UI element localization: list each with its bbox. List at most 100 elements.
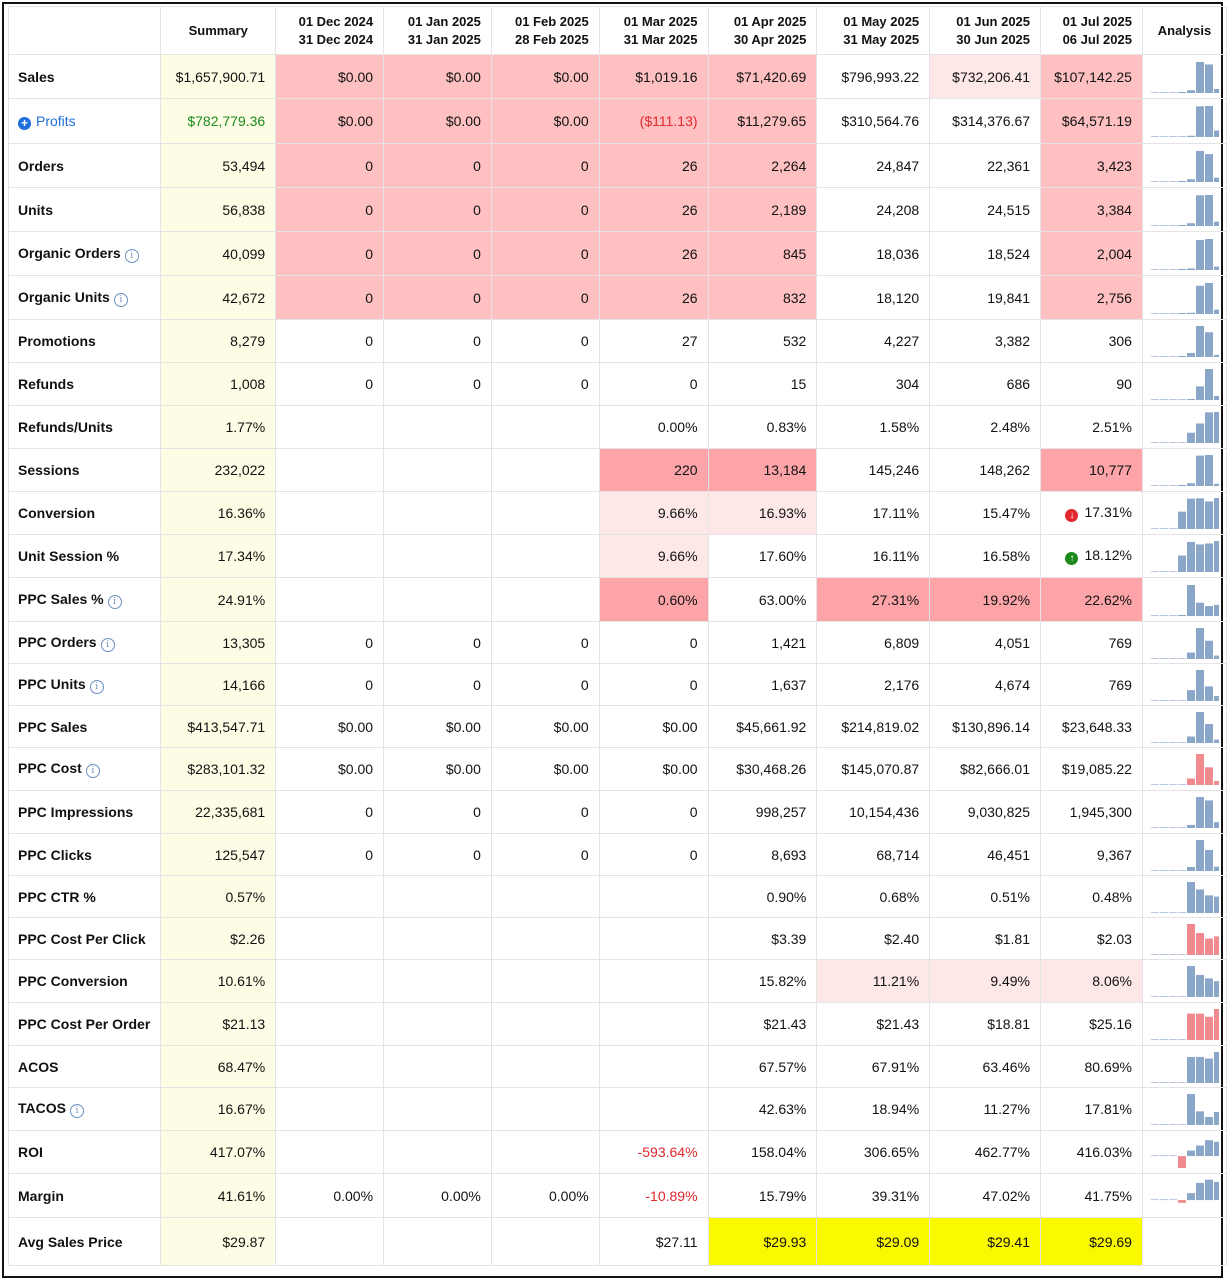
sparkline-chart[interactable]: [1147, 964, 1219, 998]
sparkline-chart[interactable]: [1147, 193, 1219, 227]
sparkline-chart[interactable]: [1147, 281, 1219, 315]
sparkline-chart[interactable]: [1147, 583, 1219, 617]
period-header-4[interactable]: 01 Apr 2025 30 Apr 2025: [707, 6, 818, 55]
summary-cell: 17.34%: [160, 534, 277, 578]
period-header-1[interactable]: 01 Jan 2025 31 Jan 2025: [383, 6, 492, 55]
value-cell: 16.58%: [929, 534, 1042, 578]
row-label[interactable]: + Profits: [7, 98, 162, 144]
value-text: 158.04%: [751, 1144, 807, 1160]
sparkline-chart[interactable]: [1147, 367, 1219, 401]
period-header-6[interactable]: 01 Jun 2025 30 Jun 2025: [929, 6, 1042, 55]
value-text: 0: [580, 804, 589, 820]
spark-bar: [1213, 88, 1219, 93]
row-label-text: ACOS: [18, 1058, 59, 1075]
summary-cell: $283,101.32: [160, 747, 277, 791]
period-header-3[interactable]: 01 Mar 2025 31 Mar 2025: [598, 6, 709, 55]
value-text: $29.09: [876, 1233, 920, 1250]
value-text: 0: [689, 804, 698, 820]
spark-bar: [1204, 63, 1213, 93]
row-label-text: PPC Impressions: [18, 804, 134, 820]
value-cell: [275, 534, 385, 578]
value-text: 0: [689, 676, 698, 693]
value-text: 1,637: [771, 676, 807, 693]
value-text: $25.16: [1089, 1016, 1132, 1032]
table-row-avg-sales-price: Avg Sales Price $29.87 $27.11 $29.93 $29.09 $…: [7, 1217, 1227, 1266]
sparkline-chart[interactable]: [1147, 410, 1219, 444]
sparkline-chart[interactable]: [1147, 453, 1219, 487]
value-text: 0: [689, 846, 698, 863]
value-cell: 1.58%: [816, 405, 931, 449]
summary-header[interactable]: Summary: [160, 6, 277, 55]
spark-bar: [1213, 177, 1219, 182]
spark-bar: [1186, 483, 1195, 486]
label-header: [7, 6, 162, 55]
sparkline-chart[interactable]: [1147, 922, 1219, 956]
value-text: 0.00%: [441, 1187, 481, 1204]
info-icon[interactable]: i: [100, 637, 115, 652]
sparkline-chart[interactable]: [1147, 668, 1219, 702]
value-cell: 462.77%: [929, 1130, 1042, 1174]
sparkline-chart[interactable]: [1147, 496, 1219, 530]
sparkline-chart[interactable]: [1147, 104, 1219, 138]
spark-bar: [1150, 571, 1159, 572]
spark-bar: [1213, 221, 1219, 226]
value-text: $2.03: [1096, 930, 1132, 947]
sparkline-chart[interactable]: [1147, 324, 1219, 358]
sparkline-chart[interactable]: [1147, 539, 1219, 573]
value-text: 0: [473, 333, 481, 349]
sparkline-chart[interactable]: [1147, 626, 1219, 660]
row-label-text[interactable]: Profits: [36, 112, 76, 129]
spark-bar: [1168, 485, 1177, 486]
period-header-7[interactable]: 01 Jul 2025 06 Jul 2025: [1040, 6, 1143, 55]
sparkline-chart[interactable]: [1147, 1179, 1219, 1213]
spark-bar: [1159, 312, 1168, 314]
value-cell: [490, 1087, 600, 1131]
period-header-5[interactable]: 01 May 2025 31 May 2025: [816, 6, 931, 55]
spark-bar: [1177, 399, 1186, 400]
info-icon[interactable]: i: [85, 764, 100, 778]
sparkline-chart[interactable]: [1147, 1050, 1219, 1084]
value-cell: 0: [275, 833, 385, 876]
info-icon[interactable]: i: [107, 594, 122, 609]
sparkline-chart[interactable]: [1147, 838, 1219, 872]
analysis-cell: [1141, 1045, 1227, 1088]
spark-bar: [1150, 312, 1159, 314]
sparkline-chart[interactable]: [1147, 1092, 1219, 1126]
sparkline-chart[interactable]: [1147, 60, 1219, 94]
value-cell: 16.93%: [707, 491, 818, 535]
row-label-text: TACOS: [18, 1100, 66, 1116]
table-row-promotions: Promotions 8,279 0 0 0 27 532 4,227 3,382 306: [7, 319, 1227, 363]
value-text: 148,262: [979, 462, 1031, 478]
sparkline-chart[interactable]: [1147, 149, 1219, 183]
sparkline-chart[interactable]: [1147, 1007, 1219, 1041]
sparkline-chart[interactable]: [1147, 752, 1219, 786]
sparkline-chart[interactable]: [1147, 237, 1219, 271]
sparkline-chart[interactable]: [1147, 1135, 1219, 1169]
analysis-cell: [1141, 875, 1227, 918]
value-cell: 0: [490, 231, 600, 276]
info-icon[interactable]: i: [89, 679, 104, 694]
value-cell: 24,208: [816, 187, 931, 232]
value-cell: 4,674: [929, 663, 1042, 706]
table-row-unit-session: Unit Session % 17.34% 9.66% 17.60% 16.11% 16.…: [7, 534, 1227, 578]
sparkline-chart[interactable]: [1147, 710, 1219, 744]
sparkline-chart[interactable]: [1147, 880, 1219, 914]
value-cell: 3,382: [929, 319, 1042, 363]
value-cell: 2,176: [816, 663, 931, 706]
row-label-text: Refunds: [18, 376, 74, 392]
value-cell: 845: [707, 231, 818, 276]
spark-bar: [1150, 356, 1159, 357]
period-header-0[interactable]: 01 Dec 2024 31 Dec 2024: [275, 6, 385, 55]
value-text: 2,756: [1096, 289, 1132, 306]
spark-bar: [1159, 827, 1168, 828]
info-icon[interactable]: i: [69, 1104, 84, 1118]
value-text: $2.40: [884, 930, 920, 947]
spark-bar: [1168, 657, 1177, 659]
sparkline-chart[interactable]: [1147, 795, 1219, 829]
info-icon[interactable]: i: [113, 292, 128, 307]
spark-bar: [1186, 498, 1195, 529]
summary-cell: $1,657,900.71: [160, 54, 277, 99]
expand-plus-icon[interactable]: +: [18, 116, 31, 130]
period-header-2[interactable]: 01 Feb 2025 28 Feb 2025: [490, 6, 600, 55]
info-icon[interactable]: i: [124, 248, 139, 263]
